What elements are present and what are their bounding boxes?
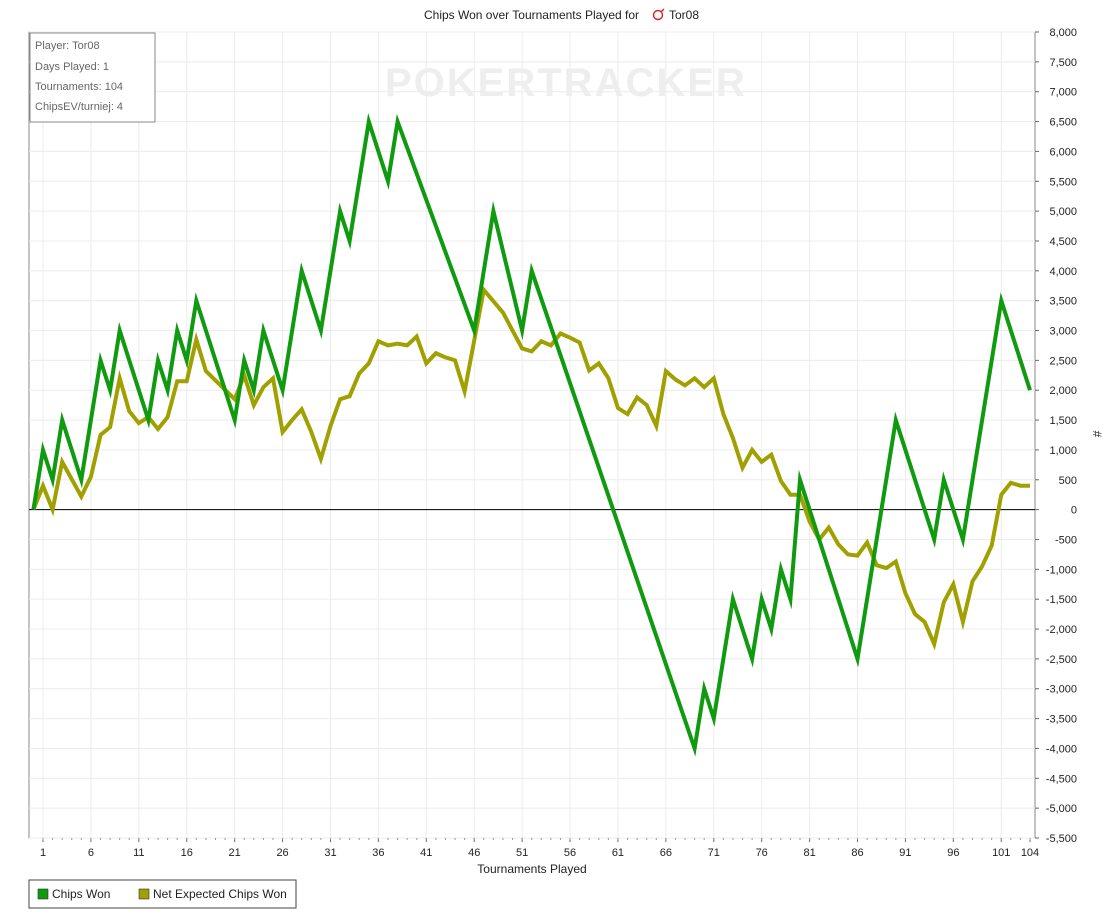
legend-label-net-expected: Net Expected Chips Won <box>153 887 287 901</box>
y-tick-label: 8,000 <box>1049 27 1077 39</box>
player-icon <box>652 8 665 21</box>
x-tick-label: 76 <box>756 847 768 859</box>
x-tick-label: 1 <box>40 847 46 859</box>
x-axis-title: Tournaments Played <box>477 862 586 876</box>
y-tick-label: 6,000 <box>1049 146 1077 158</box>
info-tournaments: Tournaments: 104 <box>35 81 123 93</box>
svg-text:Tor08: Tor08 <box>669 8 699 22</box>
y-tick-label: -2,000 <box>1046 624 1077 636</box>
x-tick-label: 104 <box>1021 847 1039 859</box>
x-tick-label: 101 <box>992 847 1010 859</box>
x-tick-label: 61 <box>612 847 624 859</box>
x-tick-label: 51 <box>516 847 528 859</box>
y-tick-label: 1,000 <box>1049 445 1077 457</box>
legend-swatch-chips-won <box>37 888 49 900</box>
x-tick-label: 71 <box>708 847 720 859</box>
y-tick-label: 0 <box>1071 505 1077 517</box>
y-tick-label: -1,500 <box>1046 594 1077 606</box>
info-player: Player: Tor08 <box>35 40 100 52</box>
y-tick-label: -4,500 <box>1046 773 1077 785</box>
legend-swatch-net-expected <box>138 888 150 900</box>
legend-label-chips-won: Chips Won <box>52 887 110 901</box>
x-tick-label: 66 <box>660 847 672 859</box>
y-tick-label: 2,000 <box>1049 385 1077 397</box>
plot-area <box>28 31 1036 839</box>
y-tick-label: 5,500 <box>1049 176 1077 188</box>
y-tick-label: -3,000 <box>1046 684 1077 696</box>
x-tick-label: 6 <box>88 847 94 859</box>
y-tick-label: -3,500 <box>1046 714 1077 726</box>
x-tick-label: 56 <box>564 847 576 859</box>
y-tick-label: 4,000 <box>1049 266 1077 278</box>
series-layer <box>31 113 1032 757</box>
y-tick-label: -500 <box>1055 534 1077 546</box>
y-tick-label: 7,500 <box>1049 57 1077 69</box>
y-tick-label: -1,000 <box>1046 564 1077 576</box>
info-box: Player: Tor08 Days Played: 1 Tournaments… <box>29 32 156 123</box>
y-tick-label: -2,500 <box>1046 654 1077 666</box>
y-tick-label: 3,500 <box>1049 296 1077 308</box>
x-tick-label: 31 <box>324 847 336 859</box>
x-axis: 1 6 11 16 21 26 31 36 41 46 51 56 61 66 71 76 81 86 91 96 10… <box>40 838 1039 859</box>
x-tick-label: 11 <box>133 847 144 859</box>
y-axis-title: # <box>1090 431 1104 438</box>
y-tick-label: 6,500 <box>1049 117 1077 129</box>
y-tick-label: -4,000 <box>1046 743 1077 755</box>
x-tick-label: 16 <box>181 847 193 859</box>
series-chips-won-line <box>31 113 1032 757</box>
y-tick-label: 4,500 <box>1049 236 1077 248</box>
chart-title: Chips Won over Tournaments Played for To… <box>424 8 699 22</box>
info-chips-ev: ChipsEV/turniej: 4 <box>35 101 123 113</box>
x-tick-label: 41 <box>420 847 432 859</box>
x-tick-label: 86 <box>851 847 863 859</box>
x-tick-label: 81 <box>803 847 815 859</box>
y-tick-label: 3,000 <box>1049 326 1077 338</box>
x-tick-label: 26 <box>276 847 288 859</box>
x-tick-label: 96 <box>947 847 959 859</box>
x-tick-label: 91 <box>899 847 911 859</box>
grid-layer <box>29 31 1035 839</box>
y-axis: 8,000 7,500 7,000 6,500 6,000 5,500 5,000 4,500… <box>1035 27 1077 845</box>
y-tick-label: 2,500 <box>1049 355 1077 367</box>
x-tick-label: 46 <box>468 847 480 859</box>
svg-text:Chips Won over Tournaments Pla: Chips Won over Tournaments Played for <box>424 8 639 22</box>
y-tick-label: 1,500 <box>1049 415 1077 427</box>
y-tick-label: 5,000 <box>1049 206 1077 218</box>
y-tick-label: 7,000 <box>1049 87 1077 99</box>
watermark: POKERTRACKER <box>385 61 747 105</box>
chart-title-player: Tor08 <box>669 8 699 22</box>
x-tick-label: 36 <box>372 847 384 859</box>
y-tick-label: -5,000 <box>1046 803 1077 815</box>
y-tick-label: -5,500 <box>1046 833 1077 845</box>
y-tick-label: 500 <box>1059 475 1077 487</box>
info-days-played: Days Played: 1 <box>35 61 109 73</box>
x-tick-label: 21 <box>229 847 241 859</box>
chart-title-text: Chips Won over Tournaments Played for <box>424 8 639 22</box>
legend: Chips Won Net Expected Chips Won <box>28 879 297 909</box>
